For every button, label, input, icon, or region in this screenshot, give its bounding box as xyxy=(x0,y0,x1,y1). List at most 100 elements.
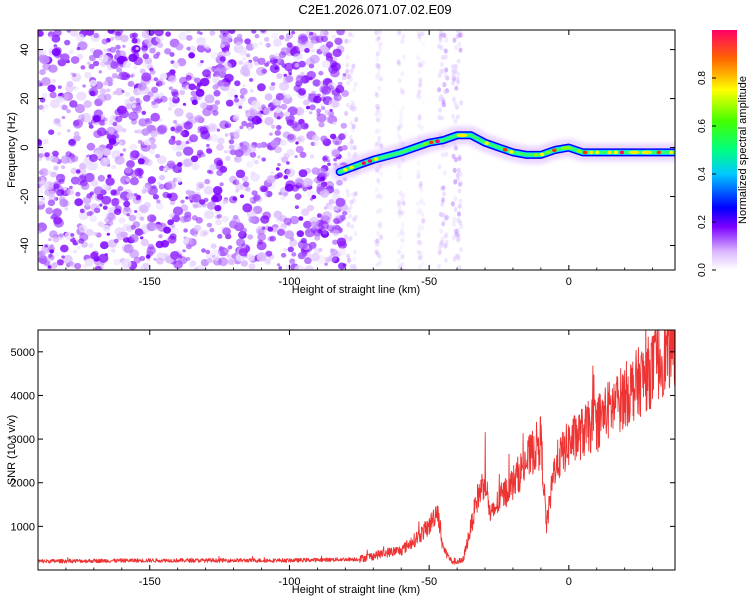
noise-cell xyxy=(296,230,304,238)
noise-cell xyxy=(228,144,235,150)
noise-cell xyxy=(323,206,328,210)
noise-cell xyxy=(311,194,317,200)
noise-cell xyxy=(452,221,456,227)
track-hotspot xyxy=(423,142,428,146)
noise-cell xyxy=(417,231,422,238)
noise-cell xyxy=(303,123,309,129)
noise-cell xyxy=(374,186,379,192)
noise-cell xyxy=(313,95,322,104)
noise-cell xyxy=(115,134,120,138)
noise-cell xyxy=(99,88,107,95)
noise-cell xyxy=(188,83,196,91)
noise-cell xyxy=(400,262,405,268)
noise-cell xyxy=(52,208,62,217)
noise-cell xyxy=(420,225,425,231)
noise-cell xyxy=(276,263,281,267)
noise-cell xyxy=(375,62,380,69)
noise-cell xyxy=(96,204,101,209)
noise-cell xyxy=(175,125,183,132)
noise-cell xyxy=(141,128,150,136)
noise-cell xyxy=(143,262,150,269)
noise-cell xyxy=(269,107,274,112)
noise-cell xyxy=(203,231,208,236)
noise-cell xyxy=(133,192,138,197)
noise-cell xyxy=(41,77,51,86)
noise-cell xyxy=(143,94,151,102)
noise-cell xyxy=(239,94,245,99)
noise-cell xyxy=(55,173,66,183)
noise-cell xyxy=(183,214,192,223)
noise-cell xyxy=(224,50,231,56)
noise-cell xyxy=(172,206,184,216)
noise-cell xyxy=(125,103,133,110)
noise-cell xyxy=(261,226,266,230)
track-hotspot xyxy=(533,153,539,157)
noise-cell xyxy=(66,188,74,196)
noise-cell xyxy=(441,185,446,191)
noise-cell xyxy=(227,245,233,250)
track-hotspot xyxy=(509,150,514,154)
noise-cell xyxy=(232,196,237,201)
noise-cell xyxy=(321,35,328,43)
noise-cell xyxy=(352,145,357,151)
noise-cell xyxy=(397,161,402,167)
colorbar-tick-label: 0.0 xyxy=(697,263,708,277)
noise-cell xyxy=(116,75,121,80)
noise-cell xyxy=(89,215,97,223)
noise-cell xyxy=(271,32,279,40)
noise-cell xyxy=(129,143,137,151)
noise-cell xyxy=(240,260,248,267)
noise-cell xyxy=(348,134,353,140)
noise-cell xyxy=(445,214,449,220)
signal-track xyxy=(330,126,675,181)
track-hotspot xyxy=(343,168,348,172)
track-hotspot xyxy=(373,157,379,161)
noise-cell xyxy=(320,103,325,107)
noise-cell xyxy=(135,47,139,50)
noise-cell xyxy=(454,85,459,91)
noise-cell xyxy=(54,252,60,257)
noise-cell xyxy=(191,193,202,203)
noise-cell xyxy=(418,264,423,270)
noise-cell xyxy=(439,33,443,39)
noise-cell xyxy=(457,154,462,160)
track-hotspot xyxy=(546,150,551,155)
noise-cell xyxy=(156,257,164,265)
noise-cell xyxy=(439,228,444,234)
noise-cell xyxy=(342,210,348,216)
noise-cell xyxy=(205,249,211,255)
noise-cell xyxy=(72,85,77,90)
noise-cell xyxy=(399,113,404,119)
noise-cell xyxy=(306,204,315,212)
noise-cell xyxy=(229,175,237,184)
noise-cell xyxy=(192,203,198,209)
noise-cell xyxy=(171,96,180,104)
noise-cell xyxy=(129,33,136,39)
noise-cell xyxy=(267,226,274,232)
noise-cell xyxy=(157,42,164,48)
noise-cell xyxy=(103,48,108,53)
noise-cell xyxy=(418,199,423,205)
noise-cell xyxy=(86,142,96,151)
noise-cell xyxy=(47,84,56,93)
noise-cell xyxy=(419,209,423,215)
noise-cell xyxy=(286,133,297,143)
noise-cell xyxy=(349,145,354,151)
noise-cell xyxy=(113,238,119,244)
colorbar-tick-label: 0.6 xyxy=(697,119,708,133)
noise-cell xyxy=(397,249,402,255)
noise-cell xyxy=(245,109,256,119)
noise-cell xyxy=(145,254,151,259)
noise-cell xyxy=(185,30,191,34)
noise-cell xyxy=(206,257,213,264)
noise-cell xyxy=(286,161,290,165)
noise-cell xyxy=(233,97,239,103)
noise-cell xyxy=(269,85,275,91)
noise-cell xyxy=(47,265,52,269)
noise-cell xyxy=(439,62,444,68)
noise-cell xyxy=(239,194,245,199)
noise-cell xyxy=(137,158,145,165)
noise-cell xyxy=(213,90,221,97)
noise-cell xyxy=(142,184,151,192)
noise-cell xyxy=(456,176,460,182)
